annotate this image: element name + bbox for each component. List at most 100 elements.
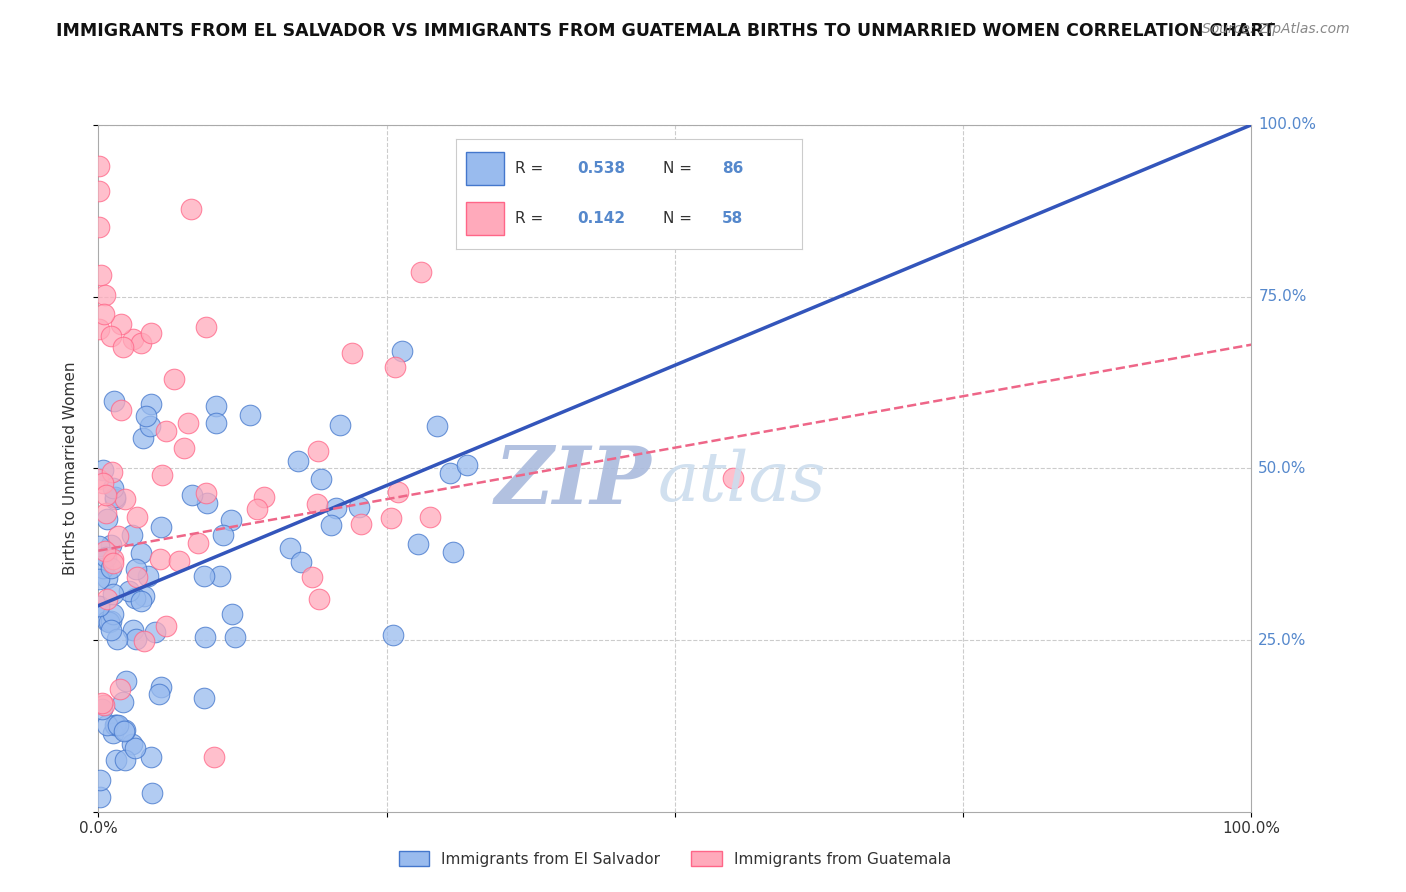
Point xyxy=(124,741,146,756)
Point xyxy=(163,372,186,386)
Point xyxy=(456,458,478,472)
Point xyxy=(114,492,136,507)
Point xyxy=(208,569,231,583)
Point xyxy=(411,265,433,279)
Point xyxy=(91,476,114,491)
Point xyxy=(105,718,128,732)
Point xyxy=(110,681,132,696)
Point xyxy=(121,738,143,752)
Point xyxy=(112,723,135,738)
Point xyxy=(96,571,118,585)
Point xyxy=(195,496,218,510)
Point xyxy=(104,492,127,507)
Point xyxy=(87,472,110,486)
Point xyxy=(91,696,114,710)
Point xyxy=(127,570,149,584)
Point xyxy=(111,695,134,709)
Point xyxy=(107,718,129,732)
Point xyxy=(89,599,111,614)
Point xyxy=(104,717,127,731)
Point xyxy=(177,416,200,430)
Point xyxy=(136,569,159,583)
Point xyxy=(301,570,323,584)
Point xyxy=(100,328,122,343)
Point xyxy=(219,513,242,527)
Point xyxy=(139,397,162,411)
Point xyxy=(148,688,170,702)
Point xyxy=(202,749,225,764)
Point xyxy=(118,584,141,599)
Point xyxy=(100,560,122,574)
Point xyxy=(426,419,449,434)
Point xyxy=(149,551,172,566)
Point xyxy=(110,403,132,417)
Point xyxy=(100,538,122,552)
Point xyxy=(134,589,156,603)
Point xyxy=(89,322,111,336)
Point xyxy=(91,463,114,477)
Point xyxy=(307,497,329,511)
Point xyxy=(221,607,243,621)
Point xyxy=(408,537,430,551)
Point xyxy=(100,614,122,628)
Point xyxy=(96,592,118,607)
Point xyxy=(125,562,148,576)
Point xyxy=(193,690,215,705)
Text: 75.0%: 75.0% xyxy=(1258,289,1306,304)
Point xyxy=(167,554,190,568)
Point xyxy=(101,607,124,621)
Point xyxy=(104,753,127,767)
Point xyxy=(329,417,352,432)
Point xyxy=(103,552,125,566)
Point xyxy=(134,633,156,648)
Point xyxy=(181,488,204,502)
Point xyxy=(114,723,136,737)
Point xyxy=(187,536,209,550)
Point xyxy=(150,681,173,695)
Point xyxy=(194,630,217,644)
Text: ZIP: ZIP xyxy=(495,443,652,521)
Point xyxy=(132,432,155,446)
Point xyxy=(101,587,124,601)
Point xyxy=(253,490,276,504)
Point xyxy=(194,486,217,500)
Point xyxy=(96,512,118,526)
Point xyxy=(212,527,235,541)
Point xyxy=(129,594,152,608)
Point xyxy=(141,786,163,800)
Text: Source: ZipAtlas.com: Source: ZipAtlas.com xyxy=(1202,22,1350,37)
Y-axis label: Births to Unmarried Women: Births to Unmarried Women xyxy=(63,361,77,575)
Point xyxy=(89,772,111,787)
Point xyxy=(96,614,118,628)
Point xyxy=(96,717,118,731)
Point xyxy=(387,484,409,499)
Point xyxy=(391,343,413,358)
Point xyxy=(87,220,110,235)
Point xyxy=(135,409,157,423)
Point xyxy=(121,527,143,541)
Point xyxy=(125,632,148,646)
Point xyxy=(94,288,117,302)
Point xyxy=(103,481,125,495)
Point xyxy=(173,442,195,456)
Point xyxy=(141,749,163,764)
Point xyxy=(93,307,115,321)
Point xyxy=(350,517,373,532)
Point xyxy=(97,615,120,630)
Point xyxy=(100,624,122,638)
Point xyxy=(114,673,136,688)
Point xyxy=(127,510,149,524)
Point xyxy=(309,471,332,485)
Point xyxy=(129,546,152,560)
Point xyxy=(111,340,134,354)
Point xyxy=(139,419,162,434)
Point xyxy=(439,467,461,481)
Point xyxy=(224,630,246,644)
Text: atlas: atlas xyxy=(658,449,827,516)
Point xyxy=(114,754,136,768)
Point xyxy=(94,488,117,502)
Point xyxy=(89,790,111,805)
Point xyxy=(91,560,114,574)
Point xyxy=(121,332,143,346)
Point xyxy=(89,184,111,198)
